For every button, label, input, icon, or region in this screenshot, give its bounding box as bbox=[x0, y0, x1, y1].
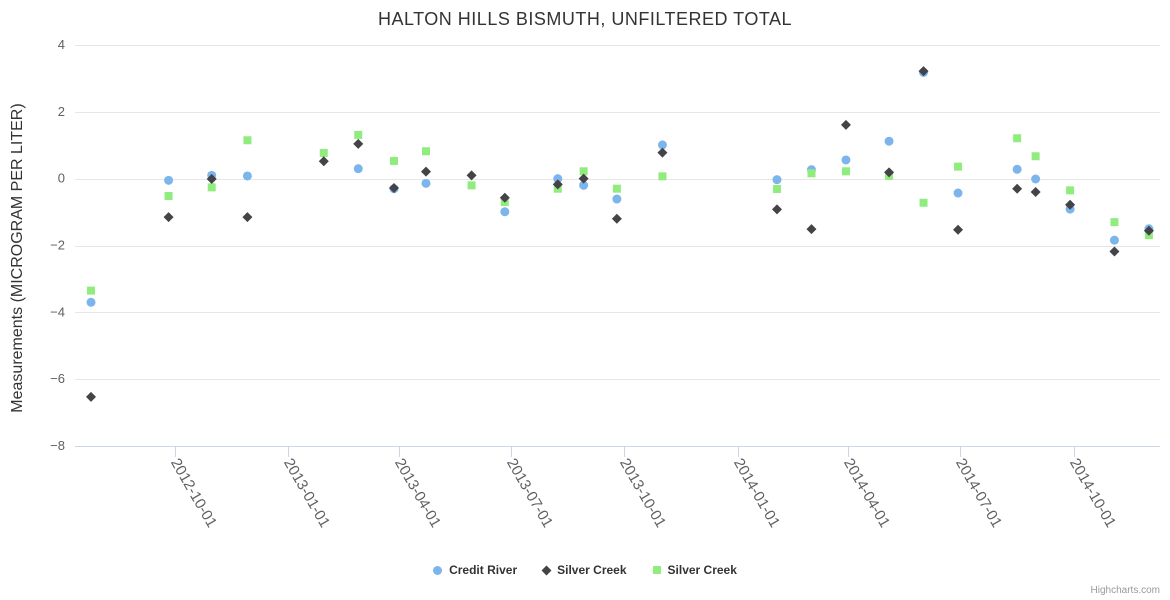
data-point[interactable] bbox=[243, 136, 252, 145]
data-point[interactable] bbox=[954, 162, 963, 171]
y-axis-tick-label: −8 bbox=[50, 438, 65, 453]
x-axis-tick-label: 2014-01-01 bbox=[730, 456, 783, 531]
data-point[interactable] bbox=[163, 212, 174, 223]
data-point[interactable] bbox=[1031, 152, 1040, 161]
x-axis-tick-label: 2013-01-01 bbox=[280, 456, 333, 531]
x-axis-tick-label: 2014-10-01 bbox=[1066, 456, 1119, 531]
data-point[interactable] bbox=[1012, 183, 1023, 194]
legend: Credit River Silver Creek Silver Creek bbox=[0, 563, 1170, 577]
data-point[interactable] bbox=[1109, 246, 1120, 257]
data-point[interactable] bbox=[318, 156, 329, 167]
series-circle bbox=[86, 67, 1154, 307]
x-axis-tick-label: 2012-10-01 bbox=[167, 456, 220, 531]
data-point[interactable] bbox=[86, 297, 96, 307]
data-point[interactable] bbox=[354, 130, 363, 139]
y-axis-tick-label: 4 bbox=[58, 37, 65, 52]
y-axis-tick-label: 2 bbox=[58, 104, 65, 119]
y-axis-tick-label: −2 bbox=[50, 238, 65, 253]
series-diamond bbox=[86, 66, 1154, 402]
data-point[interactable] bbox=[164, 192, 173, 201]
data-point[interactable] bbox=[657, 140, 667, 150]
legend-label-silver-creek-diamond: Silver Creek bbox=[557, 563, 627, 577]
data-point[interactable] bbox=[421, 178, 431, 188]
data-point[interactable] bbox=[467, 181, 476, 190]
data-point[interactable] bbox=[1143, 225, 1154, 236]
data-point[interactable] bbox=[1110, 218, 1119, 227]
data-point[interactable] bbox=[771, 204, 782, 215]
data-point[interactable] bbox=[884, 136, 894, 146]
y-axis-title: Measurements (MICROGRAM PER LITER) bbox=[9, 103, 26, 412]
data-point[interactable] bbox=[1066, 186, 1075, 195]
data-point[interactable] bbox=[772, 175, 782, 185]
data-point[interactable] bbox=[353, 164, 363, 174]
data-point[interactable] bbox=[772, 185, 781, 194]
data-point[interactable] bbox=[388, 183, 399, 194]
data-point[interactable] bbox=[884, 167, 895, 178]
data-point[interactable] bbox=[1031, 174, 1041, 184]
chart-title: HALTON HILLS BISMUTH, UNFILTERED TOTAL bbox=[377, 9, 793, 29]
data-point[interactable] bbox=[841, 155, 851, 165]
data-point[interactable] bbox=[578, 173, 589, 184]
data-point[interactable] bbox=[1013, 134, 1022, 143]
x-axis-tick-label: 2014-04-01 bbox=[840, 456, 893, 531]
data-point[interactable] bbox=[579, 167, 588, 176]
data-point[interactable] bbox=[953, 224, 964, 235]
data-point[interactable] bbox=[207, 183, 216, 192]
x-axis-tick-label: 2013-07-01 bbox=[503, 456, 556, 531]
data-point[interactable] bbox=[657, 147, 668, 158]
data-point[interactable] bbox=[841, 167, 850, 176]
data-point[interactable] bbox=[658, 172, 667, 181]
data-point[interactable] bbox=[87, 286, 96, 295]
x-axis-tick-label: 2014-07-01 bbox=[952, 456, 1005, 531]
data-point[interactable] bbox=[953, 188, 963, 198]
data-point[interactable] bbox=[806, 224, 817, 235]
data-point[interactable] bbox=[206, 174, 217, 185]
data-point[interactable] bbox=[553, 174, 563, 184]
y-axis-tick-label: −6 bbox=[50, 371, 65, 386]
data-point[interactable] bbox=[242, 171, 252, 181]
highcharts-credits[interactable]: Highcharts.com bbox=[1090, 585, 1160, 596]
circle-marker-icon bbox=[433, 565, 443, 575]
data-point[interactable] bbox=[353, 138, 364, 149]
data-point[interactable] bbox=[1109, 235, 1119, 245]
data-point[interactable] bbox=[164, 175, 174, 185]
data-point[interactable] bbox=[612, 194, 622, 204]
data-point[interactable] bbox=[466, 170, 477, 181]
legend-item-credit-river[interactable]: Credit River bbox=[433, 563, 517, 577]
data-point[interactable] bbox=[499, 192, 510, 203]
data-point[interactable] bbox=[807, 169, 816, 178]
data-point[interactable] bbox=[389, 156, 398, 165]
legend-label-silver-creek-square: Silver Creek bbox=[667, 563, 737, 577]
data-point[interactable] bbox=[579, 180, 589, 190]
data-point[interactable] bbox=[421, 147, 430, 156]
data-point[interactable] bbox=[840, 119, 851, 130]
legend-item-silver-creek-square[interactable]: Silver Creek bbox=[652, 563, 737, 577]
data-point[interactable] bbox=[500, 207, 510, 217]
data-point[interactable] bbox=[611, 213, 622, 224]
y-axis-tick-label: −4 bbox=[50, 304, 65, 319]
data-point[interactable] bbox=[1030, 187, 1041, 198]
data-point[interactable] bbox=[919, 198, 928, 207]
data-point[interactable] bbox=[552, 179, 563, 190]
data-point[interactable] bbox=[319, 148, 328, 157]
data-point[interactable] bbox=[1012, 164, 1022, 174]
y-axis-tick-label: 0 bbox=[58, 171, 65, 186]
legend-item-silver-creek-diamond[interactable]: Silver Creek bbox=[541, 563, 627, 577]
data-point[interactable] bbox=[612, 184, 621, 193]
x-axis-tick-label: 2013-04-01 bbox=[391, 456, 444, 531]
data-point[interactable] bbox=[918, 66, 929, 77]
data-point[interactable] bbox=[86, 391, 97, 402]
square-marker-icon bbox=[652, 566, 661, 574]
data-point[interactable] bbox=[420, 166, 431, 177]
data-point[interactable] bbox=[242, 212, 253, 223]
x-axis-tick-label: 2013-10-01 bbox=[616, 456, 669, 531]
legend-label-credit-river: Credit River bbox=[449, 563, 518, 577]
data-point[interactable] bbox=[1065, 199, 1076, 210]
diamond-marker-icon bbox=[541, 565, 552, 575]
